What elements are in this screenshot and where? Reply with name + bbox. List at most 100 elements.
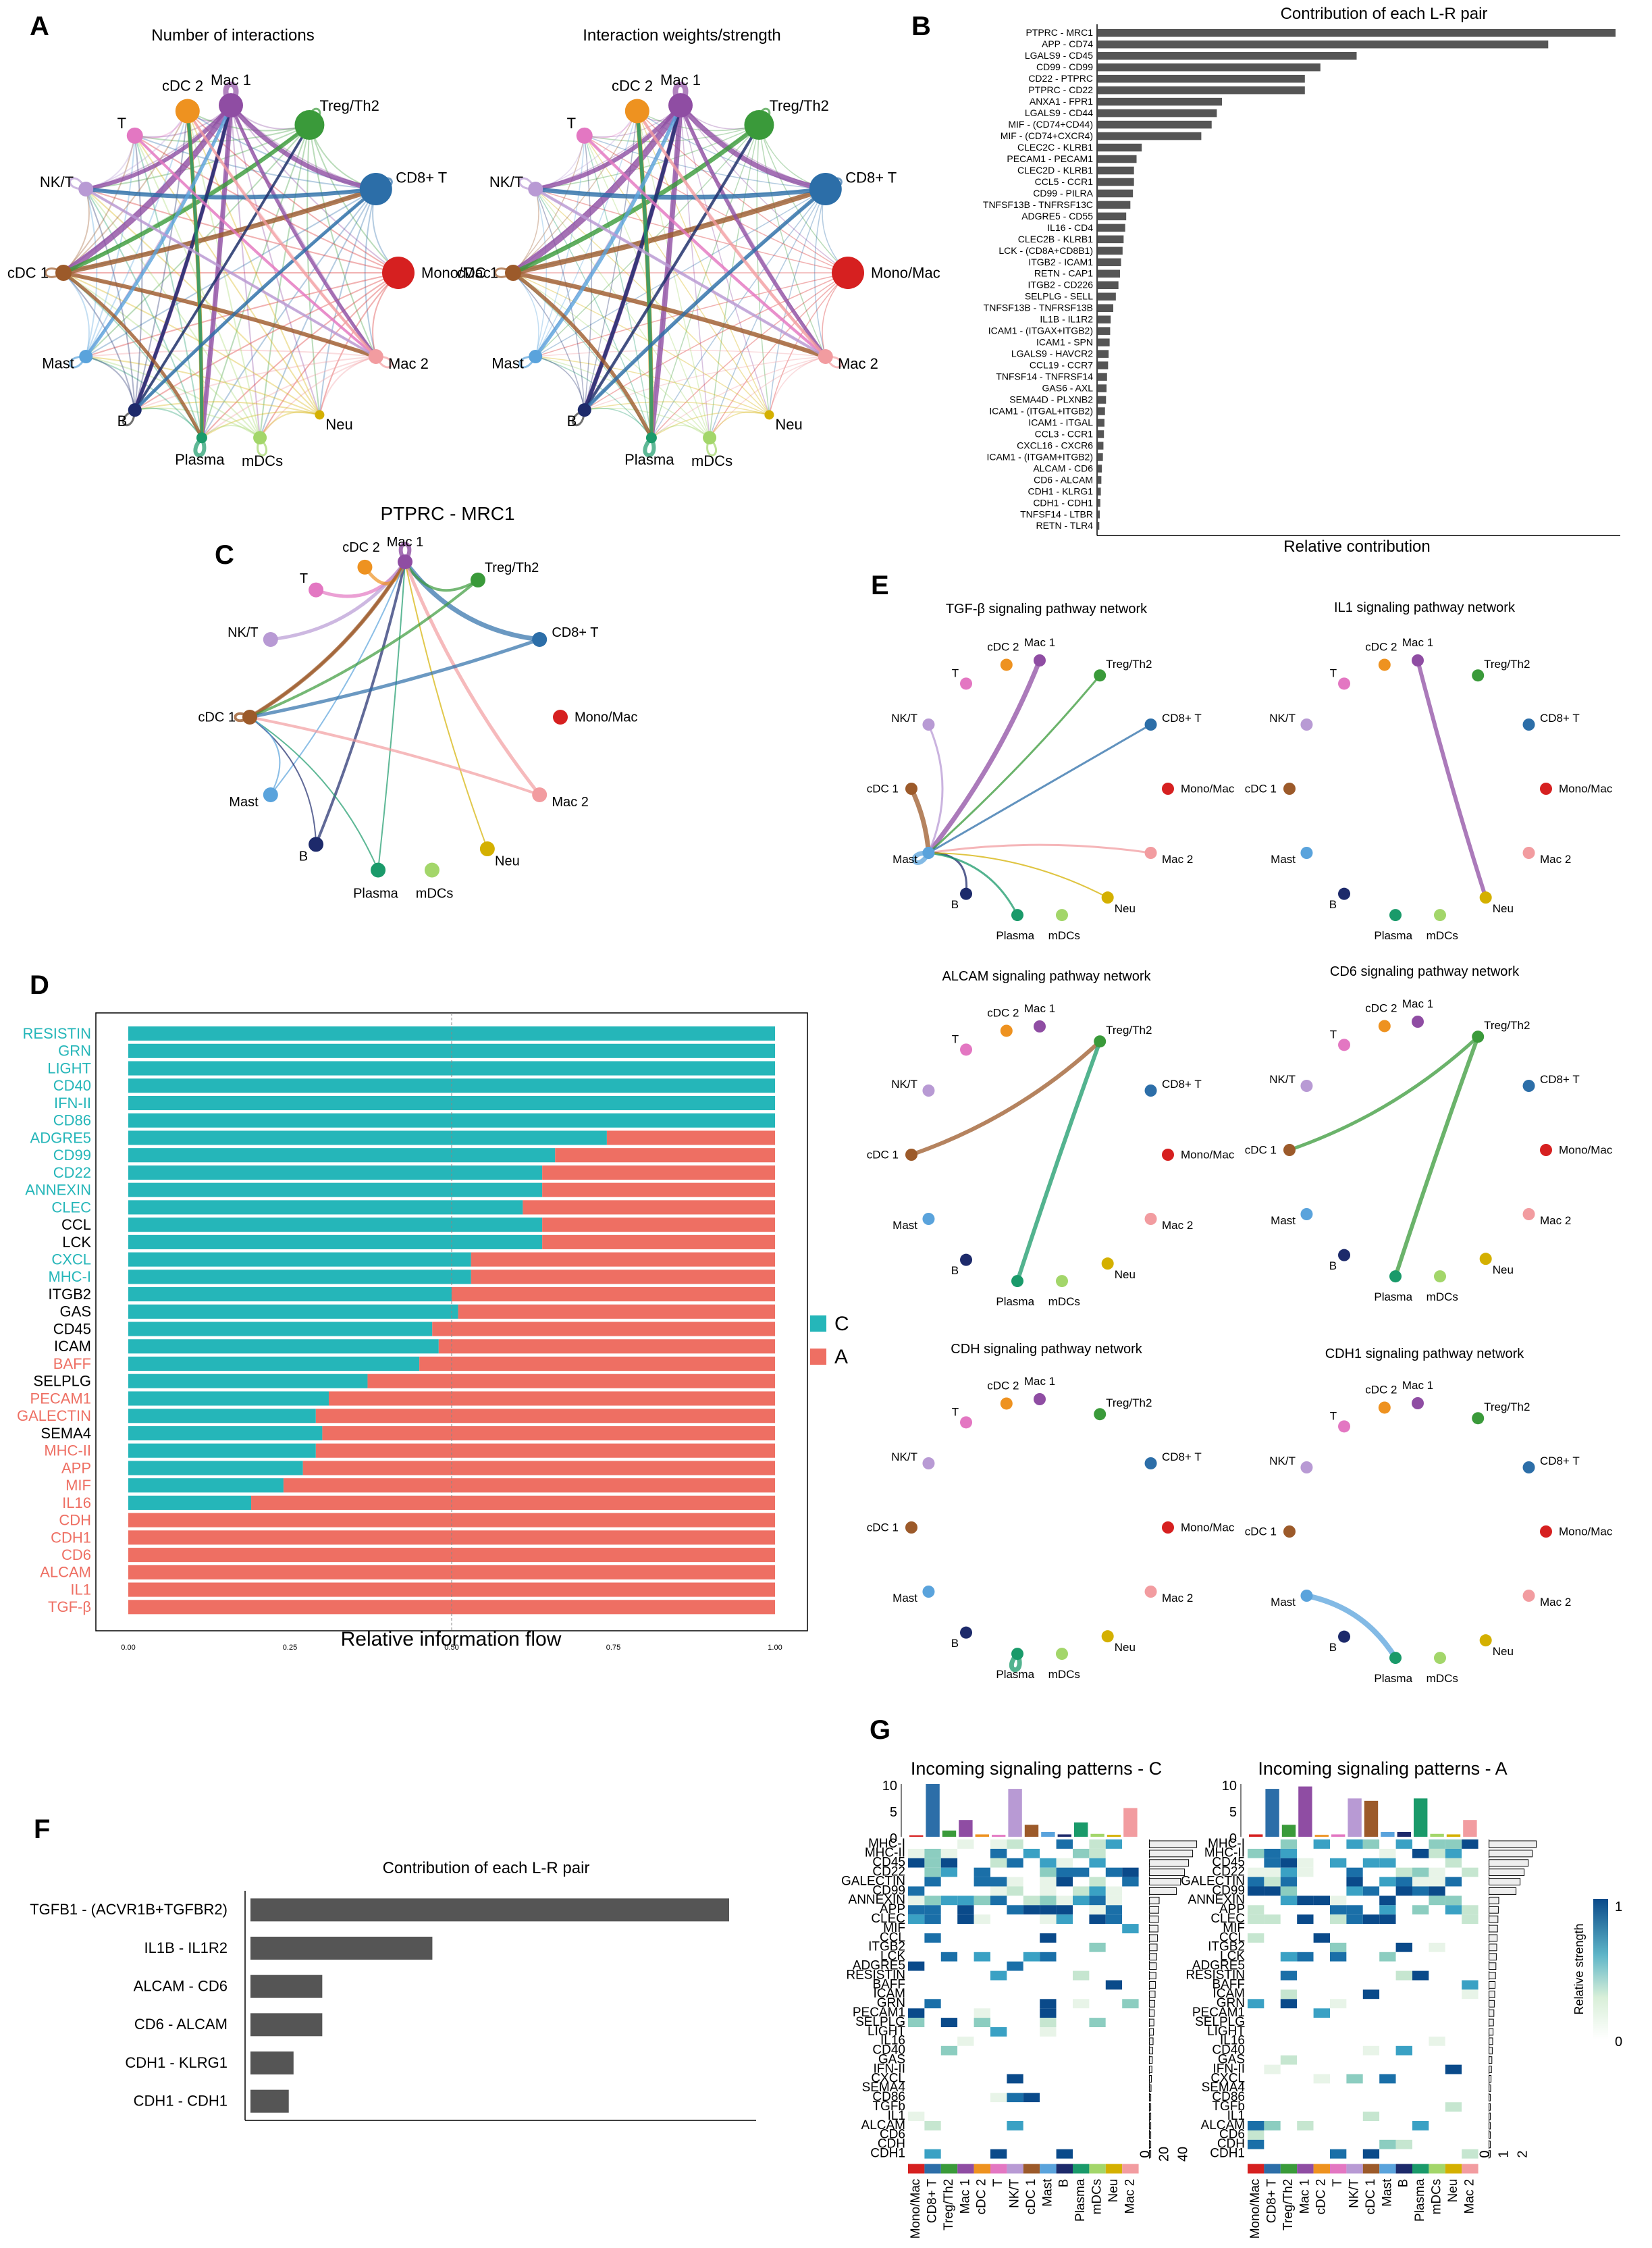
heatC-cell-21-9: [1056, 2036, 1073, 2046]
b-bar-24: [1098, 304, 1114, 312]
a1-loop-120: [257, 437, 268, 456]
heatA-cell-27-5: [1330, 2093, 1347, 2103]
heatA-cell-32-11: [1429, 2139, 1445, 2149]
heatC-cell-13-1: [924, 1961, 941, 1971]
heatA-cell-17-4: [1313, 1999, 1330, 2009]
heatC-cell-17-1: [924, 1999, 941, 2009]
b-tick-12: CLEC2D - KLRB1: [1017, 165, 1093, 176]
heatC-cell-10-6: [1007, 1933, 1023, 1943]
b-bar-28: [1098, 350, 1109, 358]
a2-node-label-13: cDC 2: [612, 77, 653, 94]
b-bar-3: [1098, 63, 1321, 72]
heatC-cell-15-13: [1122, 1980, 1139, 1990]
b-tick-28: LGALS9 - HAVCR2: [1011, 348, 1093, 359]
a1-node-label-10: cDC 1: [7, 264, 49, 281]
a2-node-label-12: T: [567, 115, 576, 132]
c-node-label-12: T: [300, 571, 308, 586]
heatA-rightbar-25: [1489, 2075, 1492, 2083]
heatA-cell-14-11: [1429, 1970, 1445, 1981]
heatA-cell-21-5: [1330, 2036, 1347, 2046]
heatC-cell-3-8: [1040, 1867, 1057, 1877]
heatA-cell-14-13: [1462, 1970, 1478, 1981]
heatC-row-label-21: IL16: [880, 2034, 905, 2048]
heatA-cell-31-8: [1379, 2130, 1396, 2140]
a1-edge-18: [201, 124, 311, 439]
heatC-cell-13-11: [1089, 1961, 1106, 1971]
heatA-cell-33-5: [1330, 2149, 1347, 2159]
heatA-row-label-26: SEMA4: [1202, 2081, 1246, 2095]
heatC-cell-4-6: [1007, 1877, 1023, 1887]
heatC-cell-18-5: [990, 2008, 1007, 2018]
heatC-cell-3-4: [974, 1867, 990, 1877]
heatA-cell-16-9: [1395, 1989, 1412, 1999]
heatC-cell-4-11: [1089, 1877, 1106, 1887]
heatA-cell-17-8: [1379, 1999, 1396, 2009]
heatA-cell-29-1: [1264, 2112, 1281, 2121]
heatA-cell-1-1: [1264, 1848, 1281, 1858]
heatC-rightbar-21: [1149, 2037, 1154, 2045]
d-bar-a-23: [322, 1426, 775, 1441]
heatA-cell-27-4: [1313, 2093, 1330, 2103]
heatA-cell-4-11: [1429, 1877, 1445, 1887]
heatC-cell-19-4: [974, 2018, 990, 2027]
heatA-cell-2-2: [1280, 1858, 1298, 1868]
e5-node-9: [922, 1586, 935, 1598]
heatA-cell-25-0: [1248, 2074, 1264, 2084]
heatC-cell-1-6: [1007, 1848, 1023, 1858]
heatA-cell-2-5: [1330, 1858, 1347, 1868]
heatC-top-tick-2: 0: [890, 1831, 897, 1846]
c-node-label-6: mDCs: [416, 887, 454, 901]
heatC-cell-10-2: [940, 1933, 958, 1943]
heatA-topbar-0: [1249, 1834, 1263, 1837]
heatA-row-label-24: IFN-II: [1213, 2062, 1246, 2076]
heatC-cell-8-12: [1105, 1914, 1123, 1925]
a2-loop-119: [518, 355, 537, 369]
heatC-cell-26-1: [924, 2083, 941, 2093]
heatC-cell-20-8: [1040, 2027, 1057, 2037]
heatC-cell-3-3: [957, 1867, 974, 1877]
heatA-cell-10-10: [1412, 1933, 1429, 1943]
heatC-cell-32-2: [940, 2139, 958, 2149]
heatA-cell-2-7: [1362, 1858, 1380, 1868]
heatC-cell-3-2: [940, 1867, 958, 1877]
a1-edge-43: [85, 188, 399, 273]
panel-e5-title: CDH signaling pathway network: [951, 1342, 1142, 1357]
a2-node-label-6: mDCs: [691, 452, 732, 469]
heatA-cell-1-7: [1362, 1848, 1380, 1858]
e1-node-5: [1101, 891, 1114, 904]
c-edge-12: [248, 716, 541, 796]
heatA-cell-9-2: [1280, 1924, 1298, 1933]
heatA-cell-15-0: [1248, 1980, 1264, 1990]
heatC-row-label-19: SELPLG: [855, 2015, 905, 2029]
heatA-cell-18-0: [1248, 2008, 1264, 2018]
heatC-cell-0-9: [1056, 1839, 1073, 1849]
heatC-cell-0-5: [990, 1839, 1007, 1849]
heatC-cell-2-1: [924, 1858, 941, 1868]
d-bar-a-9: [542, 1182, 775, 1197]
heatC-col-label-6: NK/T: [1007, 2178, 1021, 2208]
e4-node-1: [1472, 1030, 1485, 1043]
d-tick-33: TGF-β: [48, 1598, 91, 1615]
heatC-cell-8-6: [1007, 1914, 1023, 1925]
heatC-rightbar-28: [1149, 2103, 1152, 2111]
heatA-strip-11: [1429, 2164, 1445, 2174]
heatC-cell-24-2: [940, 2064, 958, 2074]
e4-node-8: [1338, 1249, 1351, 1261]
heatA-cell-31-0: [1248, 2130, 1264, 2140]
heatC-cell-16-5: [990, 1989, 1007, 1999]
heatC-strip-2: [940, 2164, 958, 2174]
heatC-cell-25-5: [990, 2074, 1007, 2084]
heatC-cell-18-2: [940, 2008, 958, 2018]
heatA-cell-11-13: [1462, 1942, 1478, 1952]
heatC-rightbar-22: [1149, 2047, 1153, 2055]
heatC-cell-17-5: [990, 1999, 1007, 2009]
heatA-cell-30-4: [1313, 2121, 1330, 2131]
heatA-cell-13-11: [1429, 1961, 1445, 1971]
c-edge-13: [248, 578, 479, 718]
e5-node-12: [960, 1416, 973, 1429]
heatA-cell-0-3: [1297, 1839, 1314, 1849]
d-tick-10: CLEC: [51, 1199, 91, 1216]
heatA-row-label-0: MHC-I: [1208, 1837, 1245, 1851]
heatC-cell-11-3: [957, 1942, 974, 1952]
